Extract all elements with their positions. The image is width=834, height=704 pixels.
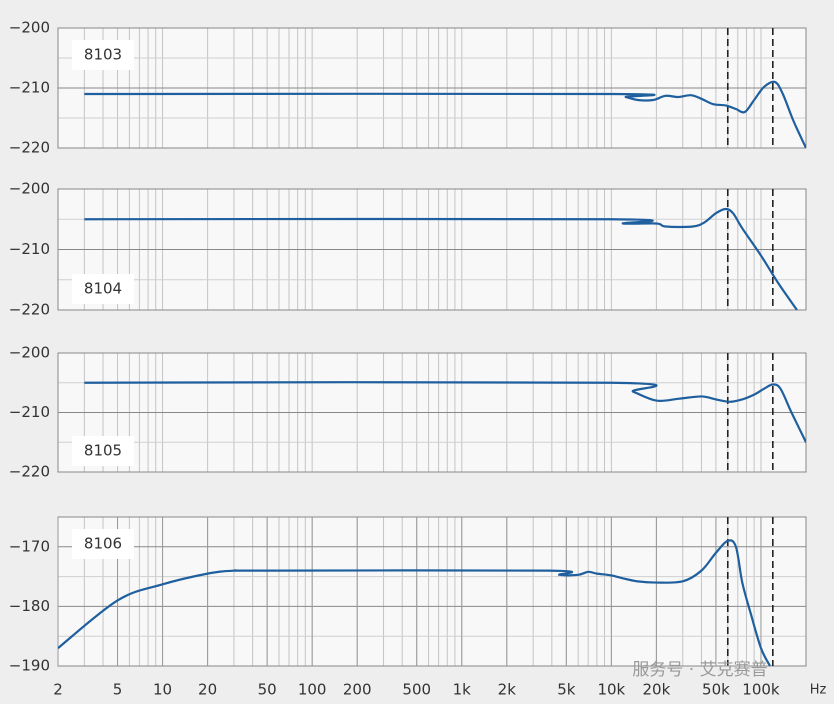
response-line	[84, 80, 806, 148]
panel-label: 8104	[84, 280, 122, 298]
y-tick-label: −210	[9, 79, 50, 97]
x-tick-label: 1k	[453, 681, 472, 699]
panel: −200 −210 −220 8104	[9, 180, 807, 319]
x-tick-label: 20	[198, 681, 217, 699]
panel-label-box	[72, 529, 134, 559]
y-tick-label: −200	[9, 19, 50, 37]
y-tick-label: −200	[9, 344, 50, 362]
y-tick-label: −210	[9, 240, 50, 258]
x-tick-label: 100	[298, 681, 327, 699]
x-tick-label: 5k	[557, 681, 576, 699]
y-tick-label: −220	[9, 301, 50, 319]
plot-frame	[57, 188, 807, 311]
y-tick-label: −190	[9, 657, 50, 675]
y-tick-label: −210	[9, 403, 50, 421]
panel-label: 8106	[84, 535, 122, 553]
panel-label-box	[72, 40, 134, 70]
panel-label: 8103	[84, 46, 122, 64]
x-tick-label: 10	[153, 681, 172, 699]
panel-label: 8105	[84, 442, 122, 460]
plot-frame	[57, 27, 807, 149]
response-line	[84, 207, 798, 310]
x-tick-label: 200	[343, 681, 372, 699]
panel-label-box	[72, 274, 134, 304]
x-tick-label: 2k	[498, 681, 517, 699]
x-tick-label: 100k	[742, 681, 780, 699]
panel-label-box	[72, 436, 134, 466]
x-tick-label: 20k	[643, 681, 671, 699]
y-tick-label: −220	[9, 463, 50, 481]
watermark: 服务号 · 艾克赛普	[632, 659, 767, 680]
plot-area	[58, 517, 806, 666]
response-line	[58, 539, 772, 666]
x-unit: Hz	[810, 683, 827, 698]
panel: −200 −210 −220 8105	[9, 344, 807, 481]
x-tick-label: 50	[258, 681, 277, 699]
plot-frame	[57, 352, 807, 473]
y-tick-label: −170	[9, 537, 50, 555]
x-tick-label: 50k	[702, 681, 730, 699]
x-tick-label: 500	[402, 681, 431, 699]
y-tick-label: −180	[9, 597, 50, 615]
y-tick-label: −220	[9, 139, 50, 157]
y-tick-label: −200	[9, 180, 50, 198]
x-tick-label: 5	[113, 681, 123, 699]
x-tick-label: 10k	[597, 681, 625, 699]
x-tick-label: 2	[53, 681, 63, 699]
response-line	[84, 380, 806, 443]
panel: −200 −210 −220 8103	[9, 19, 807, 157]
